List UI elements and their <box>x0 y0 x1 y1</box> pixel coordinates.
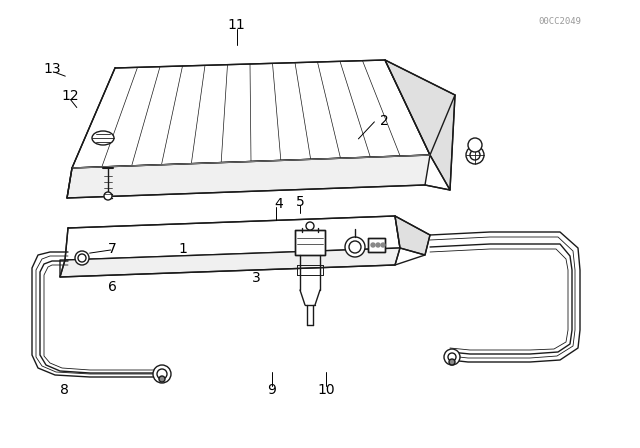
Ellipse shape <box>92 131 114 145</box>
Text: 1: 1 <box>178 241 187 256</box>
Circle shape <box>78 254 86 262</box>
Circle shape <box>470 150 480 160</box>
Text: 9: 9 <box>268 383 276 397</box>
Circle shape <box>449 359 455 365</box>
Polygon shape <box>295 230 325 255</box>
Text: 4: 4 <box>274 197 283 211</box>
Polygon shape <box>368 238 385 252</box>
Text: 8: 8 <box>60 383 68 397</box>
Circle shape <box>157 369 167 379</box>
Circle shape <box>306 222 314 230</box>
Polygon shape <box>60 248 400 277</box>
Circle shape <box>75 251 89 265</box>
Circle shape <box>345 237 365 257</box>
Circle shape <box>466 146 484 164</box>
Text: 6: 6 <box>108 280 116 294</box>
Circle shape <box>376 243 380 247</box>
Text: 7: 7 <box>108 241 116 256</box>
Text: 2: 2 <box>380 114 388 128</box>
Circle shape <box>159 376 165 382</box>
Text: 11: 11 <box>228 17 246 32</box>
Polygon shape <box>67 155 430 198</box>
Text: 13: 13 <box>44 62 61 77</box>
Polygon shape <box>395 216 430 255</box>
Circle shape <box>448 353 456 361</box>
Text: 3: 3 <box>252 271 260 285</box>
Circle shape <box>104 192 112 200</box>
Circle shape <box>444 349 460 365</box>
Circle shape <box>381 243 385 247</box>
Circle shape <box>349 241 361 253</box>
Circle shape <box>371 243 375 247</box>
Text: 10: 10 <box>317 383 335 397</box>
Circle shape <box>153 365 171 383</box>
Polygon shape <box>65 216 400 260</box>
Text: 12: 12 <box>61 89 79 103</box>
Text: 5: 5 <box>296 194 305 209</box>
Circle shape <box>468 138 482 152</box>
Polygon shape <box>72 60 430 168</box>
Polygon shape <box>385 60 455 190</box>
Text: 00CC2049: 00CC2049 <box>538 17 582 26</box>
